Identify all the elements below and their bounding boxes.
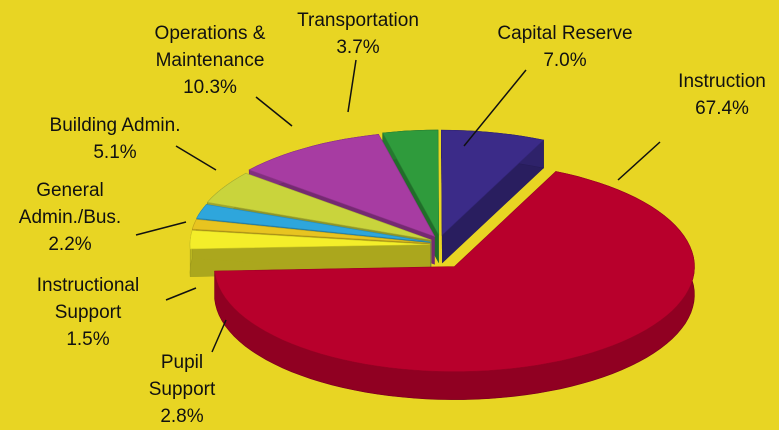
leader-line <box>347 59 357 113</box>
value-label: 1.5% <box>66 329 110 350</box>
leader-line <box>255 96 293 127</box>
category-name: Transportation <box>297 10 419 31</box>
leader-line <box>135 221 187 236</box>
slice-label: General Admin./Bus. 2.2% <box>19 177 121 258</box>
slice-label: Instruction 67.4% <box>678 68 766 122</box>
value-label: 10.3% <box>183 77 237 98</box>
leader-line <box>165 287 197 301</box>
pie-slice <box>440 129 545 264</box>
slice-top <box>191 219 431 244</box>
leader-line <box>463 69 527 147</box>
slice-label: Instructional Support 1.5% <box>37 272 139 353</box>
slice-top <box>440 129 545 236</box>
slice-top <box>382 129 440 236</box>
leader-line <box>211 319 227 353</box>
leader-line <box>617 141 661 181</box>
category-name: Capital Reserve <box>497 23 633 44</box>
pie-slice <box>214 171 695 400</box>
slice-label: Operations & Maintenance 10.3% <box>155 20 266 101</box>
slice-top <box>206 172 432 241</box>
value-label: 67.4% <box>695 98 749 119</box>
category-name: Instruction <box>678 71 766 92</box>
slice-label: Capital Reserve 7.0% <box>497 20 632 74</box>
value-label: 2.2% <box>48 234 92 255</box>
slice-top <box>248 134 436 238</box>
slice-top <box>196 204 431 243</box>
category-name: Building Admin. <box>49 115 181 136</box>
category-name: Pupil Support <box>148 352 216 400</box>
leader-line <box>175 145 217 171</box>
category-name: Operations & Maintenance <box>154 23 266 71</box>
slice-top <box>189 230 431 250</box>
value-label: 7.0% <box>543 50 587 71</box>
category-name: General Admin./Bus. <box>18 180 122 228</box>
slice-label: Transportation 3.7% <box>297 7 419 61</box>
slice-label: Building Admin. 5.1% <box>50 112 181 166</box>
slice-label: Pupil Support 2.8% <box>149 349 216 430</box>
value-label: 3.7% <box>336 37 380 58</box>
slice-top <box>214 171 695 372</box>
value-label: 5.1% <box>93 142 137 163</box>
value-label: 2.8% <box>160 406 204 427</box>
category-name: Instructional Support <box>36 275 140 323</box>
slice-wall <box>442 140 544 264</box>
